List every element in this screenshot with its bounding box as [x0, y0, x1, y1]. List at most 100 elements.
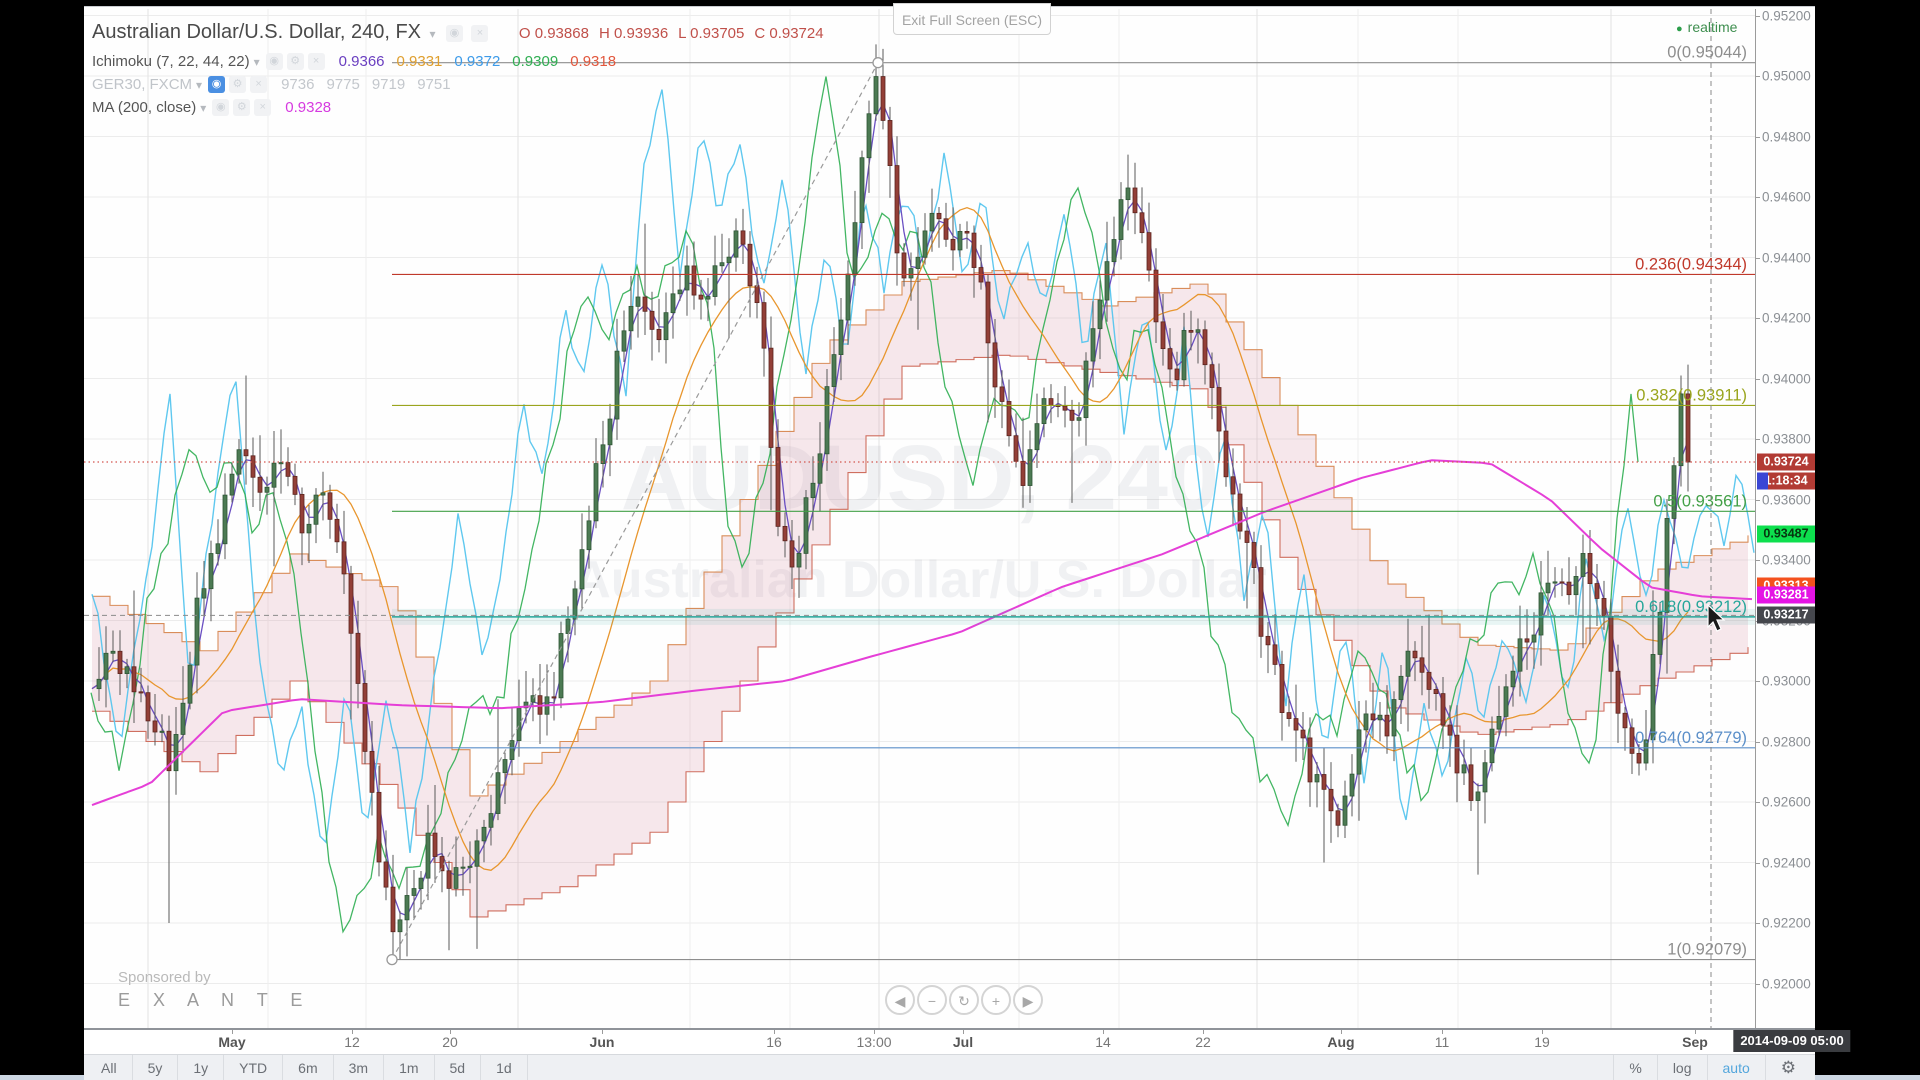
- price-axis-label: 0.92000: [1762, 976, 1811, 991]
- ohlc-h: H 0.93936: [598, 25, 669, 42]
- range-button-1y[interactable]: 1y: [178, 1055, 225, 1080]
- settings-gear-icon[interactable]: ⚙: [1764, 1055, 1811, 1080]
- price-axis-label: 0.92800: [1762, 734, 1811, 749]
- scale-buttons: % log auto ⚙: [1613, 1055, 1811, 1080]
- range-button-all[interactable]: All: [86, 1055, 133, 1080]
- price-tick: [1756, 499, 1760, 501]
- fib-level-label: 0.382(0.93911): [1636, 386, 1747, 404]
- fib-level-label: 0.236(0.94344): [1635, 255, 1747, 273]
- time-tick: [352, 1030, 353, 1034]
- symbol-title[interactable]: Australian Dollar/U.S. Dollar, 240, FX: [92, 21, 422, 43]
- time-tick: [1695, 1030, 1696, 1034]
- last-price-badge: 0.93724: [1757, 453, 1815, 471]
- reset-view-button[interactable]: ↻: [949, 985, 979, 1015]
- price-axis[interactable]: 0.95200 0.95000 0.94800 0.94600 0.94400 0.942…: [1755, 8, 1816, 1028]
- time-tick: [1542, 1030, 1543, 1034]
- pan-right-button[interactable]: ▶: [1013, 985, 1043, 1015]
- price-axis-label: 0.93400: [1762, 552, 1811, 568]
- indicator-title[interactable]: GER30, FXCM: [92, 76, 193, 93]
- indicator-values: 9736 9775 9719 9751: [269, 76, 451, 93]
- zoom-in-button[interactable]: +: [981, 985, 1011, 1015]
- indicator-value: 0.9309: [512, 53, 559, 70]
- range-button-1d[interactable]: 1d: [481, 1055, 528, 1080]
- time-tick: [232, 1030, 233, 1034]
- price-axis-label: 0.94000: [1762, 371, 1811, 386]
- scale-button-auto[interactable]: auto: [1706, 1055, 1765, 1080]
- eye-icon[interactable]: ◉: [445, 25, 463, 43]
- time-axis-label: 13:00: [856, 1034, 892, 1050]
- indicator-value: 0.9366: [338, 53, 385, 70]
- price-tick: [1756, 378, 1760, 380]
- fib-level-label: 0.5(0.93561): [1653, 492, 1747, 510]
- time-axis-label: 16: [766, 1034, 782, 1050]
- price-axis-label: 0.94800: [1762, 129, 1811, 144]
- time-axis-label: 11: [1434, 1034, 1450, 1050]
- chevron-down-icon[interactable]: ▾: [253, 55, 260, 69]
- price-axis-label: 0.92200: [1762, 915, 1811, 931]
- eye-icon[interactable]: ◉: [208, 76, 226, 94]
- realtime-label: realtime: [1687, 19, 1738, 35]
- pan-left-button[interactable]: ◀: [885, 985, 915, 1015]
- scale-button-log[interactable]: log: [1656, 1055, 1707, 1080]
- fib-anchor-low: [386, 953, 398, 966]
- range-buttons: All 5y 1y YTD 6m 3m 1m 5d 1d: [86, 1055, 528, 1080]
- zoom-out-button[interactable]: −: [917, 985, 947, 1015]
- price-axis-label: 0.92600: [1762, 794, 1811, 810]
- indicator-value: 0.9372: [454, 53, 501, 70]
- fib-trend-line: [391, 62, 879, 960]
- ichimoku-senkou-a-line: [92, 270, 1749, 797]
- time-axis-label: Jul: [952, 1034, 974, 1050]
- close-icon[interactable]: ×: [254, 99, 272, 117]
- range-button-1m[interactable]: 1m: [384, 1055, 435, 1080]
- indicator-value: 0.9318: [570, 53, 617, 70]
- range-button-6m[interactable]: 6m: [283, 1055, 334, 1080]
- price-tick: [1756, 76, 1760, 77]
- price-tick: [1756, 318, 1760, 319]
- fib-anchor-high: [872, 57, 884, 69]
- chevron-down-icon[interactable]: ▾: [196, 78, 203, 92]
- time-axis-label: Jun: [589, 1034, 615, 1050]
- settings-gear-icon[interactable]: ⚙: [233, 99, 251, 117]
- price-tick: [1756, 923, 1760, 924]
- price-axis-label: 0.92400: [1762, 855, 1811, 870]
- chevron-down-icon[interactable]: ▾: [429, 27, 436, 41]
- ichimoku-chikou-line: [90, 76, 1639, 934]
- time-axis-label: May: [218, 1034, 246, 1050]
- price-tick: [1756, 136, 1760, 138]
- time-axis-label: 19: [1534, 1034, 1550, 1050]
- time-axis[interactable]: May 12 20 Jun 16 13:00 Jul 14 22 Aug 11 19 Sep 2014-0…: [84, 1028, 1851, 1056]
- settings-gear-icon[interactable]: ⚙: [229, 76, 247, 94]
- range-button-5y[interactable]: 5y: [133, 1055, 179, 1080]
- time-tick: [1341, 1030, 1342, 1034]
- symbol-legend-row: Australian Dollar/U.S. Dollar, 240, FX ▾…: [92, 21, 824, 44]
- settings-gear-icon[interactable]: ⚙: [286, 53, 304, 71]
- close-icon[interactable]: ×: [307, 53, 325, 71]
- indicator-row-1: Ichimoku (7, 22, 44, 22) ▾ ◉ ⚙ × 0.9366 0.9331…: [92, 53, 616, 71]
- realtime-status: ● realtime: [1676, 19, 1737, 35]
- ma-200-badge: 0.93281: [1757, 586, 1815, 604]
- time-axis-label: 12: [344, 1034, 360, 1050]
- fib-level-label: 1(0.92079): [1667, 941, 1747, 959]
- chevron-down-icon[interactable]: ▾: [200, 101, 207, 115]
- tooltip-text: Exit Full Screen (ESC): [901, 12, 1043, 28]
- ichimoku-senkou-a-badge: 0.93487: [1757, 525, 1815, 543]
- eye-icon[interactable]: ◉: [212, 99, 230, 117]
- close-icon[interactable]: ×: [250, 76, 268, 94]
- price-axis-label: 0.93000: [1762, 673, 1811, 689]
- countdown-accent: [1757, 472, 1768, 490]
- range-button-5d[interactable]: 5d: [435, 1055, 482, 1080]
- time-tick: [602, 1030, 603, 1034]
- eye-icon[interactable]: ◉: [265, 53, 283, 71]
- indicator-title[interactable]: Ichimoku (7, 22, 44, 22): [92, 53, 250, 70]
- price-axis-label: 0.93600: [1762, 492, 1811, 507]
- price-chart-canvas[interactable]: AUDUSD, 240 Australian Dollar/U.S. Dollar…: [84, 9, 1755, 1028]
- time-tick: [963, 1030, 964, 1034]
- sponsor-block: Sponsored by E X A N T E: [118, 969, 311, 1011]
- range-button-3m[interactable]: 3m: [334, 1055, 385, 1080]
- indicator-title[interactable]: MA (200, close): [92, 99, 197, 116]
- price-tick: [1756, 802, 1760, 803]
- close-icon[interactable]: ×: [471, 25, 489, 43]
- scale-button-percent[interactable]: %: [1613, 1055, 1656, 1080]
- ohlc-o: O 0.93868: [518, 25, 589, 42]
- range-button-ytd[interactable]: YTD: [224, 1055, 284, 1080]
